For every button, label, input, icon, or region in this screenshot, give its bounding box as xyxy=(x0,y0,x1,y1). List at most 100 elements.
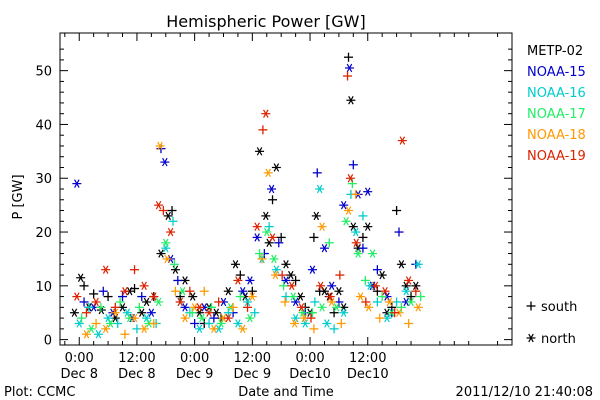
data-point-north xyxy=(370,281,380,291)
y-axis-label: P [GW] xyxy=(11,174,26,219)
data-point-south xyxy=(372,265,382,275)
data-point-south xyxy=(110,302,120,312)
data-point-north xyxy=(298,308,308,317)
data-point-south xyxy=(279,281,289,291)
data-point-north xyxy=(268,233,278,242)
data-point-south xyxy=(98,286,108,296)
data-point-north xyxy=(288,292,298,301)
data-point-north xyxy=(139,281,149,291)
data-point-south xyxy=(190,318,200,328)
plot-frame xyxy=(59,32,513,346)
legend-entry-metp-02: METP-02 xyxy=(527,44,583,59)
data-point-north xyxy=(396,260,406,269)
data-point-north xyxy=(281,276,291,285)
data-points xyxy=(69,52,426,339)
y-axis-ticks: 0 10 20 30 40 50 xyxy=(35,48,512,349)
data-point-south xyxy=(103,292,113,302)
data-point-south xyxy=(291,275,301,285)
data-point-north xyxy=(339,308,349,317)
data-point-south xyxy=(204,318,214,328)
data-point-south xyxy=(199,286,209,296)
data-point-north xyxy=(137,308,147,317)
data-point-north xyxy=(317,222,327,231)
data-point-south xyxy=(309,324,319,334)
data-point-north xyxy=(296,303,306,312)
data-point-south xyxy=(280,297,290,307)
data-point-south xyxy=(277,270,287,280)
data-point-north xyxy=(197,313,207,323)
plot-timestamp: 2011/12/10 21:40:08 xyxy=(456,385,593,400)
data-point-north xyxy=(334,287,344,296)
data-point-south xyxy=(81,308,91,318)
data-point-north xyxy=(231,260,241,269)
data-point-south xyxy=(372,297,382,307)
plot-credit: Plot: CCMC xyxy=(4,385,75,400)
data-point-north xyxy=(101,324,111,334)
data-point-north xyxy=(69,308,79,317)
data-point-north xyxy=(327,297,337,307)
data-point-south xyxy=(351,189,361,199)
data-point-north xyxy=(156,249,166,258)
data-point-north xyxy=(307,265,317,274)
data-point-south xyxy=(185,286,195,296)
data-point-south xyxy=(360,275,370,285)
data-point-north xyxy=(290,319,300,328)
data-point-south xyxy=(406,292,416,302)
x-tick-date-label: Dec10 xyxy=(347,367,389,382)
data-point-north xyxy=(267,184,277,194)
data-point-south xyxy=(394,227,404,237)
data-point-south xyxy=(348,160,358,170)
data-point-north xyxy=(327,281,337,291)
data-point-north xyxy=(291,313,301,323)
data-point-south xyxy=(329,324,339,334)
data-point-south xyxy=(134,302,144,312)
data-point-south xyxy=(169,259,179,269)
x-axis-label: Date and Time xyxy=(238,385,334,400)
data-point-north xyxy=(325,292,335,301)
data-point-north xyxy=(180,313,190,323)
data-point-north xyxy=(142,313,152,323)
data-point-north xyxy=(311,211,321,221)
data-point-north xyxy=(146,308,156,317)
data-point-north xyxy=(364,303,374,312)
data-point-north xyxy=(317,303,327,312)
data-point-north xyxy=(384,297,394,307)
data-point-north xyxy=(154,200,164,210)
data-point-north xyxy=(154,297,164,307)
data-point-north xyxy=(322,319,332,328)
data-point-north xyxy=(180,303,190,312)
data-point-south xyxy=(247,286,257,296)
data-point-south xyxy=(173,275,183,285)
data-point-north xyxy=(401,287,411,296)
data-point-north xyxy=(86,324,96,334)
data-point-south xyxy=(228,302,238,312)
data-point-south xyxy=(358,211,368,221)
data-point-north xyxy=(319,287,329,296)
data-point-south xyxy=(137,292,147,302)
data-point-north xyxy=(103,313,113,323)
data-point-north xyxy=(380,287,390,296)
y-tick-label: 10 xyxy=(35,280,52,295)
y-tick-label: 20 xyxy=(35,226,52,241)
data-point-north xyxy=(122,308,132,317)
data-point-south xyxy=(89,289,99,299)
data-point-south xyxy=(258,125,268,135)
data-point-north xyxy=(346,96,356,105)
data-point-north xyxy=(91,297,101,307)
legend-entry-noaa-16: NOAA-16 xyxy=(527,86,586,101)
data-point-north xyxy=(344,63,354,73)
data-point-north xyxy=(319,243,329,253)
data-point-north xyxy=(233,319,243,328)
data-point-south xyxy=(329,308,339,318)
chart-title: Hemispheric Power [GW] xyxy=(166,12,365,31)
data-point-south xyxy=(96,302,106,312)
data-point-north xyxy=(261,211,271,221)
data-point-north xyxy=(243,297,253,307)
data-point-north xyxy=(300,319,310,328)
data-point-south xyxy=(250,308,260,318)
data-point-north xyxy=(252,233,262,242)
data-point-south xyxy=(274,238,284,248)
x-tick-time-label: 0:00 xyxy=(295,351,324,366)
